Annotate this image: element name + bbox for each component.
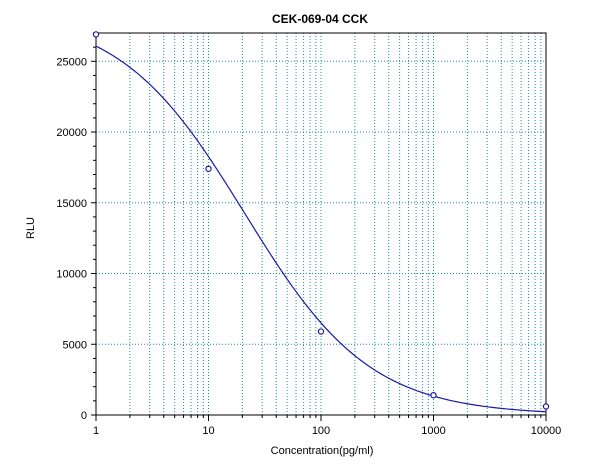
- grid: [96, 33, 546, 415]
- y-tick-label: 25000: [56, 56, 87, 68]
- fit-curve-line: [95, 45, 547, 413]
- x-axis-label: Concentration(pg/ml): [271, 445, 374, 457]
- y-tick-label: 15000: [56, 198, 87, 210]
- axes: 1 10 100 1000 10000 0 5000 10000 15000 20000 25000: [56, 32, 562, 437]
- y-tick-label: 20000: [56, 127, 87, 139]
- y-axis-label: RLU: [25, 217, 37, 239]
- data-point: [205, 165, 212, 173]
- data-point: [430, 391, 437, 399]
- x-tick-label: 10000: [531, 425, 562, 437]
- x-tick-label: 10: [202, 425, 214, 437]
- y-tick-label: 5000: [63, 339, 87, 351]
- x-tick-label: 1000: [421, 425, 445, 437]
- data-points: [92, 31, 550, 410]
- data-point: [92, 31, 100, 38]
- data-point: [317, 328, 325, 335]
- data-point: [542, 403, 550, 410]
- x-tick-label: 100: [312, 425, 330, 437]
- chart-title: CEK-069-04 CCK: [272, 12, 368, 26]
- y-tick-label: 10000: [56, 269, 87, 281]
- fit-curve: [95, 45, 547, 413]
- x-tick-label: 1: [93, 425, 99, 437]
- y-tick-label: 0: [81, 410, 87, 422]
